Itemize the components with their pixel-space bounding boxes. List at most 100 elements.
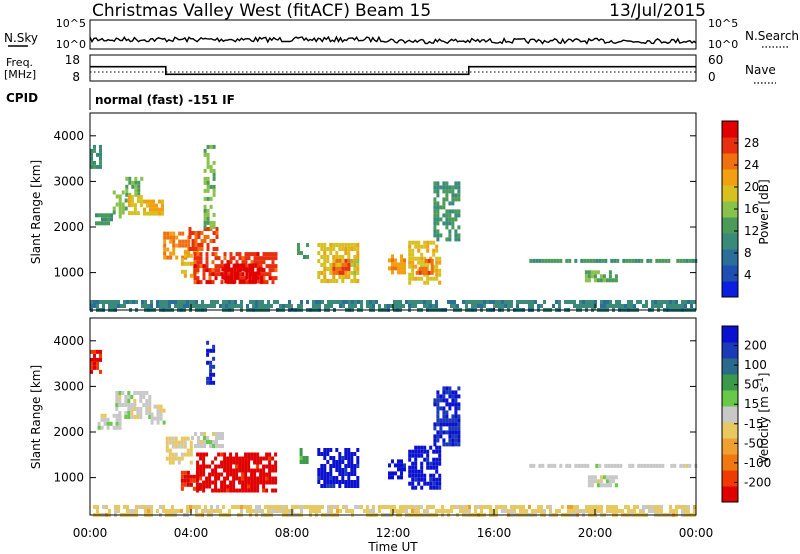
colorbar-swatch xyxy=(722,185,738,202)
heatmap-cell xyxy=(196,252,200,257)
heatmap-cell xyxy=(432,461,436,466)
heatmap-cell xyxy=(555,509,558,513)
heatmap-cell xyxy=(356,243,360,247)
heatmap-cell xyxy=(202,488,206,493)
heatmap-cell xyxy=(155,211,158,216)
heatmap-cell xyxy=(690,304,693,308)
heatmap-cell xyxy=(229,452,233,457)
heatmap-cell xyxy=(538,463,542,468)
heatmap-cell xyxy=(136,391,140,395)
heatmap-cell xyxy=(323,448,327,452)
heatmap-cell xyxy=(174,304,177,308)
heatmap-cell xyxy=(630,300,633,304)
heatmap-cell xyxy=(451,209,455,214)
heatmap-cell xyxy=(387,505,390,509)
heatmap-cell xyxy=(99,164,102,169)
heatmap-cell xyxy=(396,300,399,304)
heatmap-cell xyxy=(329,476,333,480)
heatmap-cell xyxy=(130,415,134,419)
heatmap-cell xyxy=(145,407,149,411)
heatmap-cell xyxy=(660,304,663,308)
heatmap-cell xyxy=(99,369,102,374)
heatmap-cell xyxy=(403,270,406,275)
heatmap-cell xyxy=(156,304,159,308)
heatmap-cell xyxy=(507,300,510,304)
heatmap-cell xyxy=(166,231,170,236)
heatmap-cell xyxy=(353,271,357,275)
heatmap-cell xyxy=(297,243,300,247)
heatmap-cell xyxy=(675,505,678,509)
heatmap-cell xyxy=(332,456,336,460)
heatmap-cell xyxy=(208,472,212,477)
heatmap-cell xyxy=(587,475,591,480)
heatmap-cell xyxy=(242,263,246,268)
heatmap-cell xyxy=(123,505,126,509)
heatmap-cell xyxy=(244,464,248,469)
heatmap-cell xyxy=(251,275,255,280)
heatmap-cell xyxy=(519,300,522,304)
heatmap-cell xyxy=(183,253,187,258)
heatmap-cell xyxy=(426,304,429,308)
heatmap-cell xyxy=(356,267,360,271)
heatmap-cell xyxy=(326,472,330,476)
heatmap-cell xyxy=(414,485,418,490)
heatmap-cell xyxy=(220,460,224,465)
heatmap-cell xyxy=(363,509,366,513)
heatmap-cell xyxy=(666,304,669,308)
heatmap-cell xyxy=(258,505,261,509)
heatmap-cell xyxy=(256,260,260,265)
heatmap-cell xyxy=(186,478,190,483)
heatmap-cell xyxy=(438,485,442,490)
heatmap-cell xyxy=(203,196,207,201)
heatmap-cell xyxy=(436,221,440,226)
heatmap-cell xyxy=(212,231,216,235)
heatmap-cell xyxy=(153,416,157,421)
heatmap-cell xyxy=(206,243,210,247)
heatmap-cell xyxy=(439,434,443,439)
heatmap-cell xyxy=(598,258,602,263)
heatmap-cell xyxy=(135,505,138,509)
heatmap-cell xyxy=(339,509,342,513)
heatmap-cell xyxy=(211,460,215,465)
heatmap-cell xyxy=(250,456,254,461)
heatmap-cell xyxy=(271,256,275,261)
heatmap-cell xyxy=(202,460,206,465)
heatmap-cell xyxy=(618,304,621,308)
velocity-cbar-label-main: Velocity [m s xyxy=(757,386,771,463)
heatmap-cell xyxy=(661,463,665,468)
heatmap-cell xyxy=(397,467,400,472)
heatmap-cell xyxy=(403,467,406,472)
heatmap-cell xyxy=(592,258,596,263)
heatmap-cell xyxy=(174,456,178,461)
heatmap-cell xyxy=(435,477,439,482)
heatmap-cell xyxy=(161,211,164,216)
heatmap-cell xyxy=(429,505,432,509)
heatmap-cell xyxy=(306,255,309,259)
heatmap-cell xyxy=(96,357,99,362)
heatmap-cell xyxy=(209,164,213,169)
heatmap-cell xyxy=(660,509,663,513)
heatmap-cell xyxy=(347,266,351,271)
heatmap-cell xyxy=(196,452,200,457)
heatmap-cell xyxy=(220,472,224,477)
heatmap-cell xyxy=(324,304,327,308)
heatmap-cell xyxy=(139,199,143,204)
y-tick-label: 4000 xyxy=(53,129,84,143)
heatmap-cell xyxy=(411,449,415,454)
heatmap-cell xyxy=(189,478,193,483)
heatmap-cell xyxy=(144,300,147,304)
heatmap-cell xyxy=(115,194,119,199)
heatmap-cell xyxy=(214,476,218,481)
heatmap-cell xyxy=(657,505,660,509)
heatmap-cell xyxy=(590,475,594,480)
heatmap-cell xyxy=(235,472,239,477)
heatmap-cell xyxy=(593,274,597,279)
heatmap-cell xyxy=(218,436,221,440)
heatmap-cell xyxy=(206,176,210,181)
heatmap-cell xyxy=(501,505,504,509)
heatmap-cell xyxy=(570,300,573,304)
heatmap-cell xyxy=(348,300,351,304)
heatmap-cell xyxy=(411,268,415,273)
heatmap-cell xyxy=(121,391,125,395)
heatmap-cell xyxy=(312,509,315,513)
